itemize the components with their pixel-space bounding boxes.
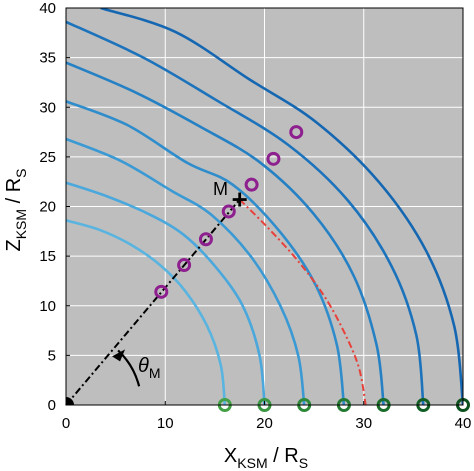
x-tick-label: 20	[256, 415, 273, 432]
crossing-marker	[244, 177, 259, 192]
field-line	[66, 20, 425, 405]
crossing-marker	[154, 284, 169, 299]
crossing-marker	[221, 204, 236, 219]
x-axis-label-unit-sub: S	[299, 455, 308, 471]
x-tick-label: 40	[455, 415, 472, 432]
y-axis-label-main: Z	[3, 239, 25, 251]
angle-arc-curve	[117, 349, 141, 387]
angle-arc-arrowhead	[112, 349, 126, 362]
y-tick-label: 10	[39, 298, 56, 315]
y-tick-label: 20	[39, 199, 56, 216]
y-tick-label: 25	[39, 149, 56, 166]
y-tick-label: 30	[39, 99, 56, 116]
crossing-marker	[198, 232, 213, 247]
x-axis-label-rest: / R	[268, 445, 299, 467]
x-tick-label: 10	[157, 415, 174, 432]
field-line	[66, 137, 306, 405]
field-line	[66, 61, 385, 405]
field-line	[66, 100, 346, 405]
x-tick-label: 0	[62, 415, 70, 432]
y-tick-label: 15	[39, 248, 56, 265]
angle-label-sub: M	[149, 365, 161, 381]
x-tick-label: 30	[355, 415, 372, 432]
y-tick-label: 5	[48, 347, 56, 364]
y-tick-label: 35	[39, 50, 56, 67]
y-axis-label-sub: KSM	[13, 209, 29, 239]
crossing-marker	[177, 258, 192, 273]
y-tick-label: 40	[39, 0, 56, 17]
point-m-label: M	[213, 179, 228, 199]
crossing-marker	[289, 125, 304, 140]
y-axis-label-unit-sub: S	[13, 168, 29, 177]
x-axis-label-sub: KSM	[237, 455, 267, 471]
x-axis-label-main: X	[224, 445, 237, 467]
y-tick-label: 0	[48, 397, 56, 414]
x-axis-label: XKSM / RS	[224, 445, 308, 471]
field-line	[100, 8, 463, 405]
angle-label-main: θ	[138, 355, 149, 377]
y-axis-label-rest: / R	[3, 178, 25, 209]
tick-labels: 0 10 20 30 40 0 5 10 15 20 25 30 35 40	[39, 0, 471, 432]
angle-label: θM	[138, 355, 161, 381]
field-line	[66, 181, 266, 405]
origin-marker	[66, 397, 74, 405]
crossing-marker	[266, 151, 281, 166]
angle-arc	[112, 349, 141, 387]
y-axis-label: ZKSM / RS	[3, 168, 29, 251]
